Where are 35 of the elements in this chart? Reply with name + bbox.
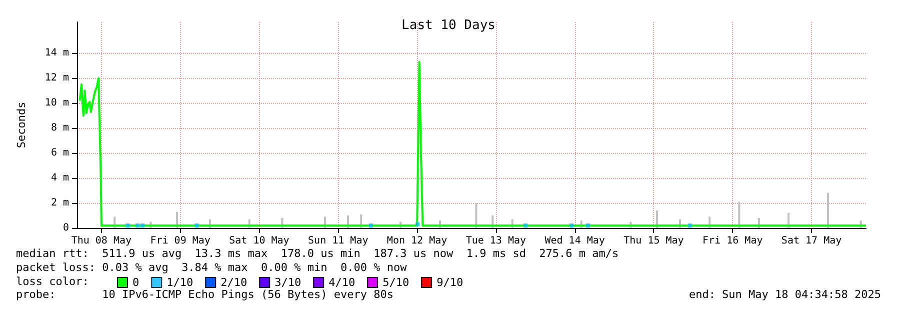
x-tick-label: Fri 16 May (702, 236, 763, 246)
x-tick-label: Sun 11 May (308, 236, 368, 246)
bar (738, 202, 740, 228)
x-tick-label: Sat 10 May (229, 236, 290, 246)
legend-label: 1/10 (166, 276, 194, 289)
x-tick-label: Thu 15 May (624, 236, 684, 246)
y-tick-label: 4 m (50, 172, 69, 184)
legend-label: 0 (132, 276, 140, 289)
text: loss color: (16, 275, 89, 288)
bar (475, 203, 478, 228)
x-tick-label: Fri 09 May (150, 236, 210, 246)
legend-label: 5/10 (382, 276, 410, 289)
x-tick-label: Thu 08 May (71, 236, 132, 246)
legend-label: 3/10 (274, 276, 302, 289)
text: probe: 10 IPv6-ICMP Echo Pings (56 Bytes) every 80s (16, 288, 394, 301)
legend-label: 2/10 (220, 276, 248, 289)
x-tick-label: Mon 12 May (386, 236, 448, 246)
x-tick-label: Sat 17 May (781, 236, 842, 246)
text: end: Sun May 18 04:34:58 2025 (688, 288, 882, 301)
text: median rtt: 511.9 us avg 13.3 ms max 178.0 us min 187.3 us now 1.9 ms sd 275.6 m am/s (16, 247, 619, 260)
text: packet loss: 0.03 % avg 3.84 % max 0.00 % min 0.00 % now (16, 261, 408, 274)
legend-label: 4/10 (328, 276, 356, 289)
x-tick-label: Tue 13 May (466, 236, 526, 246)
legend-label: 9/10 (436, 276, 464, 289)
y-tick-label: 2 m (50, 198, 69, 209)
chart-title: Last 10 Days (402, 18, 496, 33)
bar (826, 193, 829, 228)
y-tick-label: 8 m (50, 122, 69, 134)
y-tick-label: 6 m (50, 148, 69, 159)
y-tick-label: 14 m (44, 48, 69, 59)
y-tick-label: 0 (62, 222, 69, 234)
y-tick-label: 10 m (44, 98, 69, 109)
y-axis-title: Seconds (15, 102, 28, 148)
y-tick-label: 12 m (44, 72, 69, 84)
x-tick-label: Wed 14 May (544, 236, 605, 246)
